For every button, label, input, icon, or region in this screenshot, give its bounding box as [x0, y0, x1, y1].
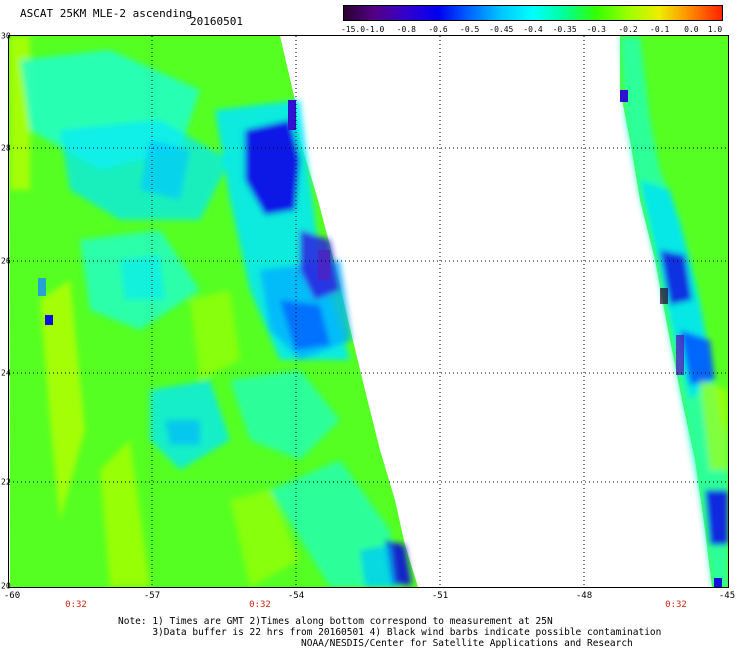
note-line-1: Note: 1) Times are GMT 2)Times along bot…	[118, 616, 553, 627]
lon-label-51: -51	[431, 591, 449, 601]
time-label-1: 0:32	[65, 600, 87, 610]
colorbar-tick-label: -0.45	[489, 25, 514, 34]
product-date: 20160501	[190, 15, 243, 28]
lon-label-54: -54	[287, 591, 305, 601]
lon-label-48: -48	[575, 591, 593, 601]
lat-label-28: 28	[1, 143, 11, 153]
lon-label-60: -60	[3, 591, 21, 601]
lat-label-24: 24	[1, 368, 11, 378]
colorbar-tick-label: -0.8	[396, 25, 416, 34]
colorbar-tick-label: -15.0	[340, 25, 366, 34]
time-label-2: 0:32	[249, 600, 271, 610]
note-line-2: 3)Data buffer is 22 hrs from 20160501 4)…	[118, 627, 662, 638]
lat-label-26: 26	[1, 256, 11, 266]
colorbar-tick-label: -0.2	[618, 25, 638, 34]
time-label-3: 0:32	[665, 600, 687, 610]
product-title: ASCAT 25KM MLE-2 ascending	[20, 7, 193, 20]
colorbar	[343, 5, 723, 21]
footer-notes: Note: 1) Times are GMT 2)Times along bot…	[118, 616, 661, 649]
colorbar-tick-label: -0.5	[460, 25, 480, 34]
colorbar-tick-label: -0.4	[523, 25, 543, 34]
lat-label-22: 22	[1, 477, 11, 487]
lat-label-30: 30	[1, 31, 11, 41]
colorbar-tick-label: 1.0	[707, 25, 723, 34]
colorbar-tick-label: -0.1	[650, 25, 670, 34]
colorbar-tick-label: -0.35	[552, 25, 577, 34]
lat-label-20: 20	[1, 581, 11, 591]
colorbar-tick-label: -0.3	[586, 25, 606, 34]
colorbar-tick-label: 0.0	[684, 25, 699, 34]
colorbar-tick-label: -1.0	[365, 25, 385, 34]
note-line-3: NOAA/NESDIS/Center for Satellite Applica…	[118, 638, 633, 649]
lon-label-57: -57	[143, 591, 161, 601]
lon-label-45: -45	[718, 591, 736, 601]
colorbar-tick-label: -0.6	[428, 25, 448, 34]
